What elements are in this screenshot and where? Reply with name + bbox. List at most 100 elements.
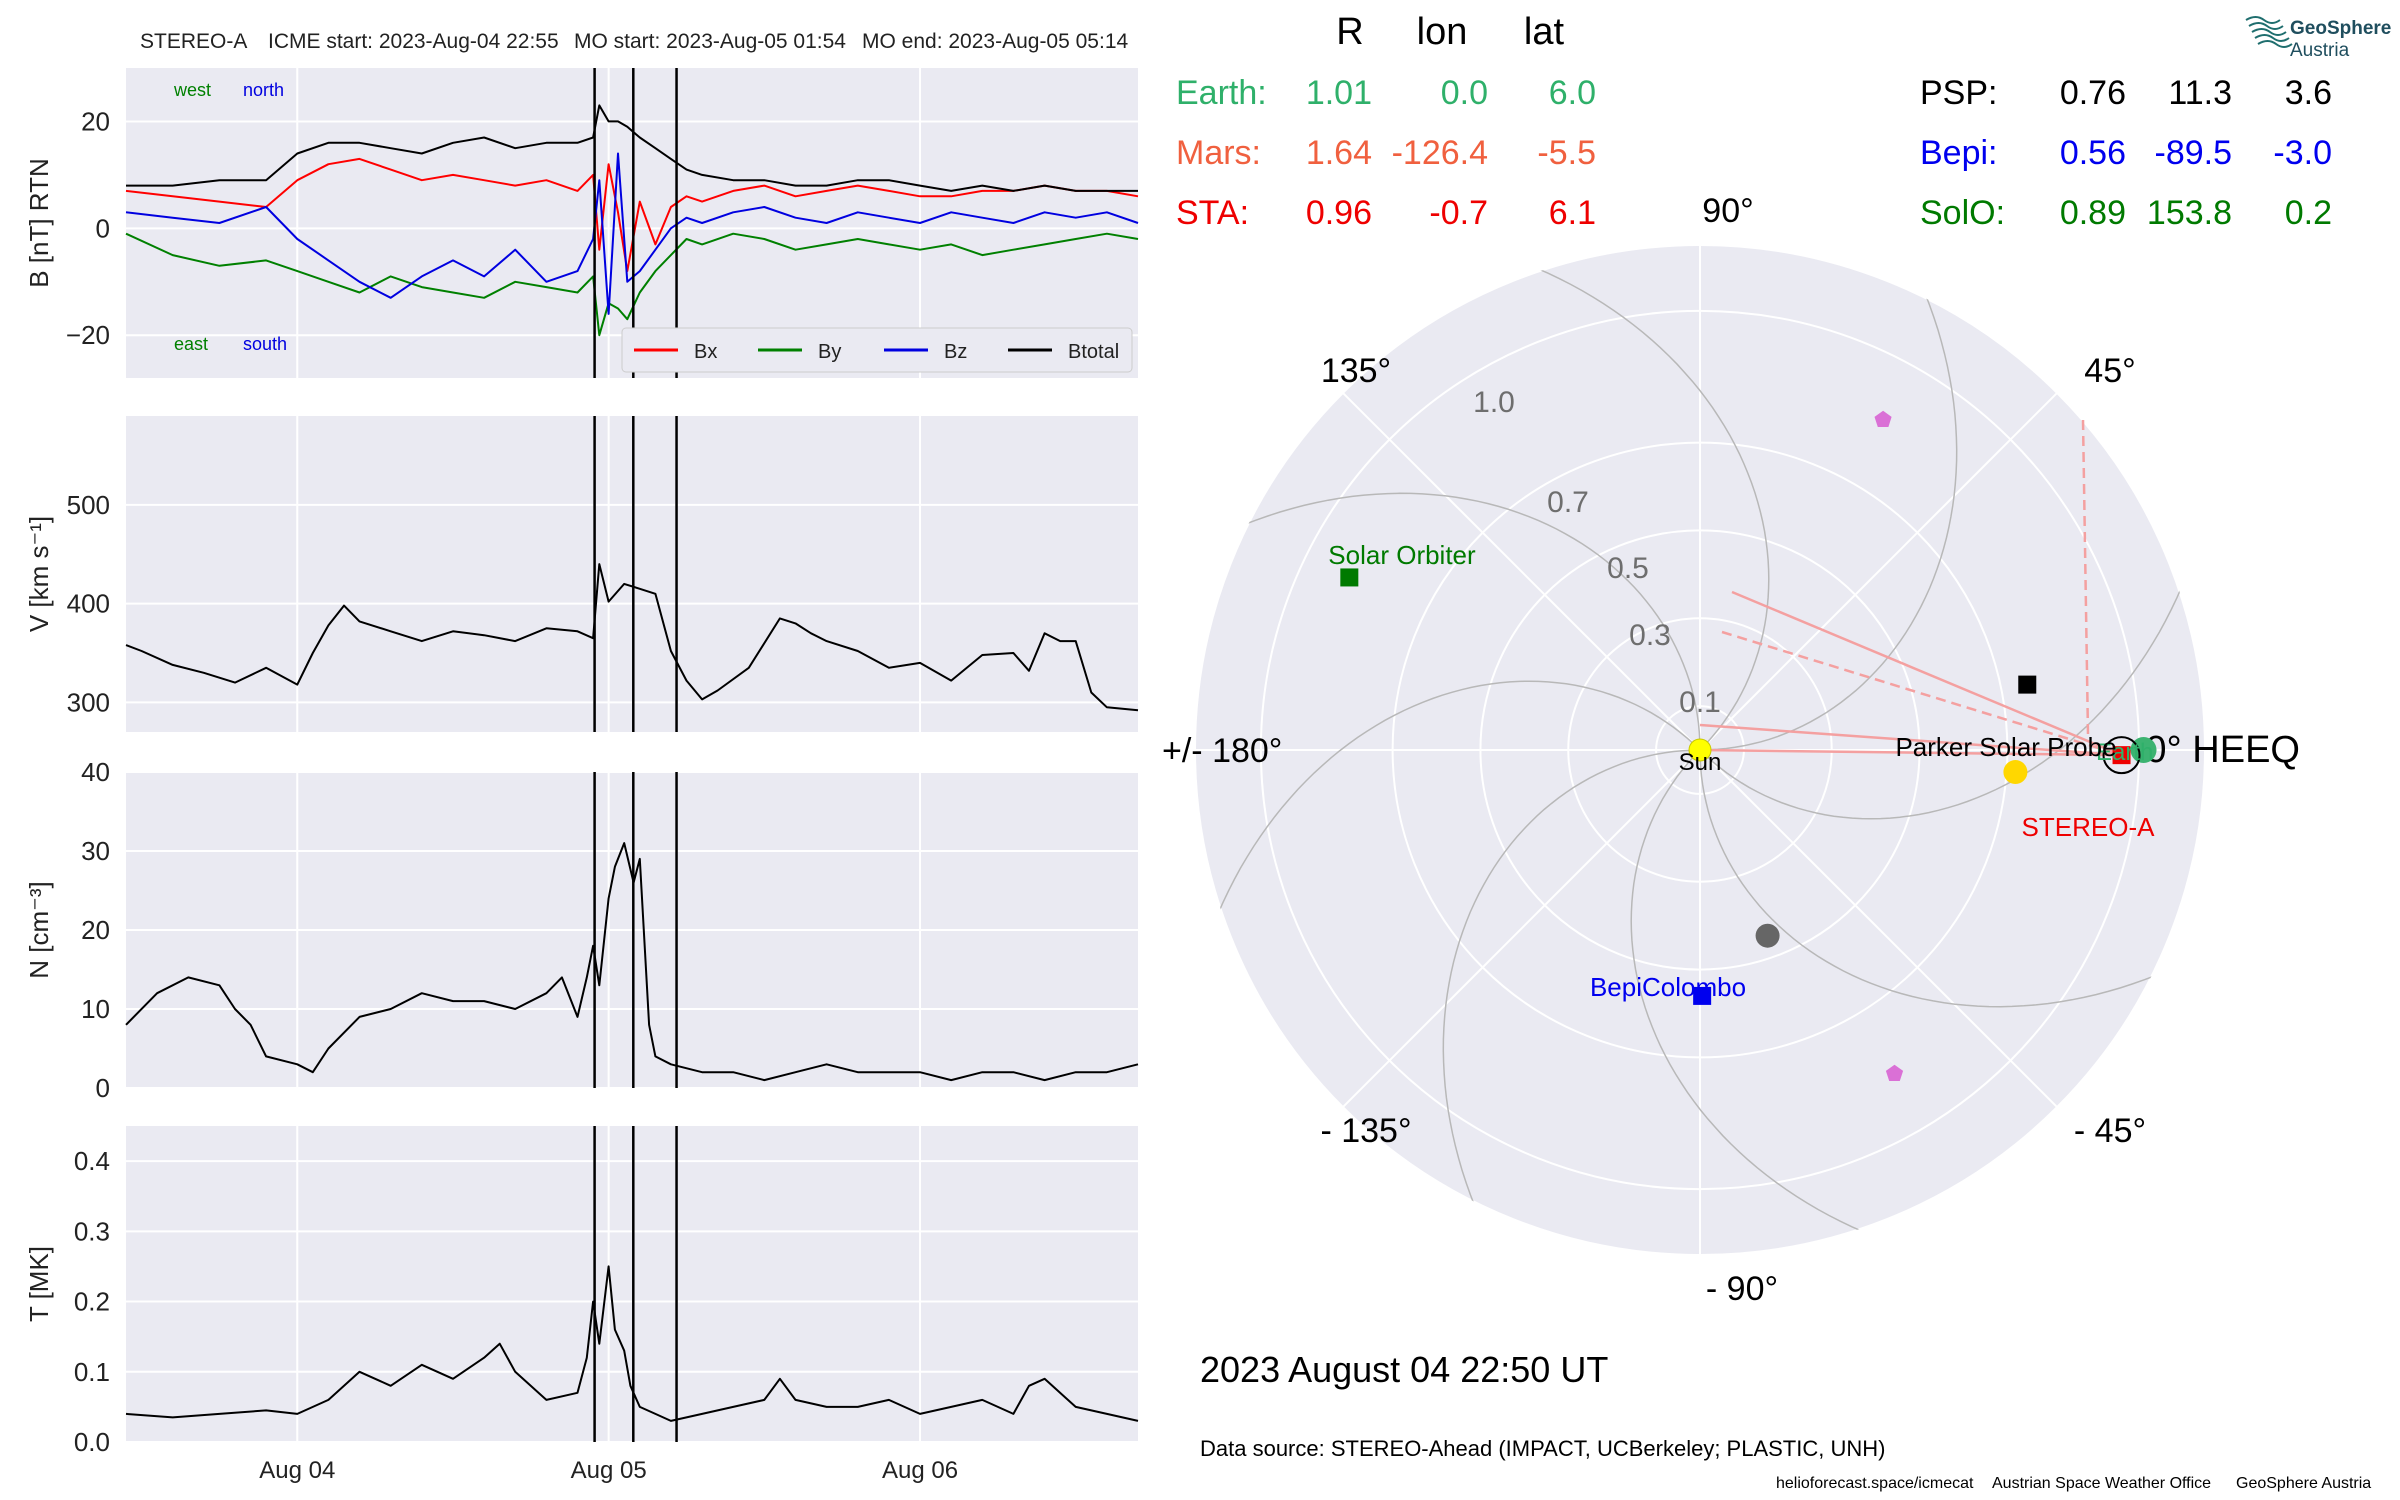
y-axis-label: B [nT] RTN <box>24 158 54 288</box>
body-lon: 153.8 <box>2147 194 2232 232</box>
stereo-a-ring <box>2102 736 2141 775</box>
radial-tick-label: 0.3 <box>1629 619 1671 652</box>
header-mo-start: MO start: 2023-Aug-05 01:54 <box>574 30 846 53</box>
body-r: 0.76 <box>2060 74 2126 112</box>
parker-spiral-line <box>1485 248 1770 745</box>
parker-spiral-line <box>1699 758 2205 1008</box>
angular-grid-line <box>1699 749 2058 1108</box>
body-lat: -3.0 <box>2273 134 2332 172</box>
y-tick-label: 500 <box>67 490 110 520</box>
plot-background-temperature <box>126 1126 1138 1442</box>
table-header-lon: lon <box>1417 11 1468 53</box>
y-axis-label: N [cm⁻³] <box>24 881 54 979</box>
sun-label: Sun <box>1679 749 1722 776</box>
logo-wave-icon <box>2248 22 2284 30</box>
radial-tick-label: 1.0 <box>1473 386 1515 419</box>
angular-grid-line <box>1342 392 1701 751</box>
stereo-a-label: STEREO-A <box>2022 812 2156 842</box>
y-tick-label: 40 <box>81 757 110 787</box>
body-r: 0.89 <box>2060 194 2126 232</box>
y-tick-label: 0.3 <box>74 1216 110 1246</box>
logo-wave-icon <box>2245 16 2281 24</box>
plot-background-speed <box>126 416 1138 732</box>
angle-label: - 45° <box>2074 1112 2146 1150</box>
body-name: Mars: <box>1176 134 1261 172</box>
legend-label-Btotal: Btotal <box>1068 341 1119 363</box>
radial-tick-label: 0.5 <box>1607 552 1649 585</box>
series-V-line <box>125 563 1139 712</box>
cme-direction-line <box>1731 590 2123 757</box>
cme-direction-line <box>1721 630 2122 757</box>
north-label: north <box>243 80 284 100</box>
y-tick-label: 0.1 <box>74 1357 110 1387</box>
solar-orbiter-label: Solar Orbiter <box>1328 540 1476 570</box>
logo-text-1: GeoSphere <box>2290 18 2391 39</box>
parker-spiral-line <box>1198 680 1695 965</box>
earth-label: Earth <box>2096 739 2153 766</box>
footer-url: helioforecast.space/icmecat <box>1776 1475 1974 1492</box>
parker-spiral-line <box>1705 535 2202 820</box>
cme-direction-line <box>1699 748 2122 757</box>
datetime-label: 2023 August 04 22:50 UT <box>1200 1349 1608 1390</box>
angle-label: 90° <box>1702 192 1753 230</box>
west-label: west <box>173 80 211 100</box>
angle-label: 0° HEEQ <box>2145 729 2300 771</box>
parker-spiral-group <box>1195 245 2205 1255</box>
earth-marker <box>2130 737 2157 763</box>
solar-orbiter-marker <box>1340 568 1359 587</box>
y-tick-label: −20 <box>66 320 110 350</box>
body-name: PSP: <box>1920 74 1997 112</box>
parker-spiral-line <box>1442 749 1692 1255</box>
legend-label-Bz: Bz <box>944 341 967 363</box>
y-tick-label: 300 <box>67 687 110 717</box>
logo-wave-icon <box>2257 40 2293 48</box>
planet-marker-1-marker <box>1874 410 1892 427</box>
header-spacecraft: STEREO-A <box>140 30 247 53</box>
legend-label-Bx: Bx <box>694 341 717 363</box>
body-name: Bepi: <box>1920 134 1998 172</box>
y-tick-label: 20 <box>81 915 110 945</box>
y-tick-label: 30 <box>81 836 110 866</box>
planet-marker-2-marker <box>1885 1064 1904 1081</box>
x-tick-label: Aug 05 <box>571 1457 647 1484</box>
y-tick-label: 10 <box>81 994 110 1024</box>
y-tick-label: 0 <box>96 213 110 243</box>
body-r: 1.64 <box>1306 134 1372 172</box>
body-lon: -126.4 <box>1392 134 1488 172</box>
legend-box <box>621 327 1133 373</box>
radial-tick-label: 0.1 <box>1679 686 1721 719</box>
plot-background-magnetic_field <box>126 68 1138 378</box>
y-tick-label: 0.0 <box>74 1427 110 1457</box>
angular-grid-line <box>1342 749 1701 1108</box>
body-lat: 3.6 <box>2285 74 2332 112</box>
y-tick-label: 0.2 <box>74 1287 110 1317</box>
angle-label: 45° <box>2084 352 2135 390</box>
stereo-a-marker <box>2112 746 2131 765</box>
body-lon: -0.7 <box>1429 194 1488 232</box>
body-name: STA: <box>1176 194 1249 232</box>
angle-label: - 135° <box>1320 1112 1411 1150</box>
body-r: 0.56 <box>2060 134 2126 172</box>
angular-grid-line <box>1699 392 2058 751</box>
east-label: east <box>174 334 208 354</box>
y-axis-label: T [MK] <box>24 1246 54 1322</box>
y-tick-label: 0.4 <box>74 1146 110 1176</box>
body-lon: 0.0 <box>1441 74 1488 112</box>
cme-direction-line <box>1699 723 2122 757</box>
bepicolombo-marker <box>1693 986 1712 1005</box>
table-header-R: R <box>1336 11 1363 53</box>
x-tick-label: Aug 04 <box>259 1457 335 1484</box>
body-lat: 6.1 <box>1549 194 1596 232</box>
body-r: 1.01 <box>1306 74 1372 112</box>
angle-label: +/- 180° <box>1162 732 1282 770</box>
y-tick-label: 0 <box>96 1073 110 1103</box>
body-lat: 0.2 <box>2285 194 2332 232</box>
body-lat: -5.5 <box>1537 134 1596 172</box>
header-icme-start: ICME start: 2023-Aug-04 22:55 <box>268 30 559 53</box>
logo-wave-icon <box>2251 28 2287 36</box>
y-axis-label: V [km s⁻¹] <box>24 516 54 632</box>
sun-marker <box>1688 738 1712 762</box>
parker-spiral-line <box>1195 492 1701 742</box>
series-T-line <box>125 1265 1139 1422</box>
